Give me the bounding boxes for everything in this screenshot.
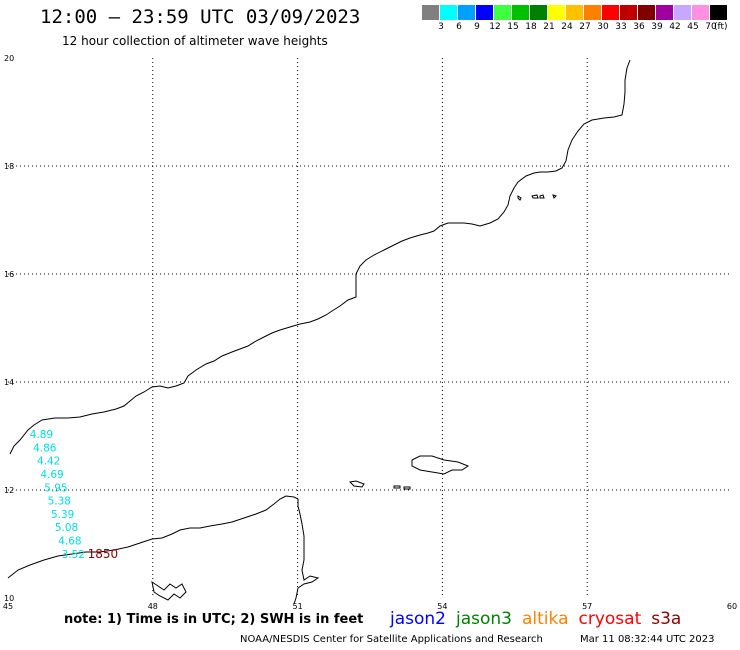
x-tick-label: 48 <box>148 602 158 611</box>
y-tick-label: 20 <box>4 54 14 63</box>
x-tick-label: 57 <box>582 602 592 611</box>
x-tick-label: 54 <box>437 602 447 611</box>
legend-label: 39 <box>651 22 663 32</box>
island <box>393 485 401 489</box>
legend-label: 33 <box>615 22 627 32</box>
legend-swatch <box>656 5 673 20</box>
island <box>517 195 522 201</box>
track-time-label: 1850 <box>88 547 119 561</box>
coastline <box>7 59 631 605</box>
coastline-somalia-east <box>293 597 297 605</box>
island <box>531 194 539 199</box>
credit-text: NOAA/NESDIS Center for Satellite Applica… <box>240 634 543 645</box>
x-tick-label: 51 <box>293 602 303 611</box>
swh-value: 4.42 <box>37 456 60 468</box>
swh-value: 4.86 <box>33 443 57 455</box>
coastline-arabia <box>9 59 631 455</box>
island <box>552 194 557 199</box>
legend-label: 42 <box>669 22 681 32</box>
satellite-name: s3a <box>651 609 682 629</box>
legend-label: 6 <box>456 22 462 32</box>
island-socotra <box>411 455 470 475</box>
legend-label: 30 <box>597 22 609 32</box>
island <box>539 194 545 199</box>
legend-swatch <box>566 5 583 20</box>
legend-label: 3 <box>438 22 444 32</box>
legend-label: 18 <box>525 22 537 32</box>
legend-label: 70 <box>705 22 717 32</box>
legend-label: 45 <box>687 22 699 32</box>
coastline-somalia <box>7 495 320 599</box>
swh-value: 5.39 <box>51 509 74 521</box>
island <box>348 480 365 488</box>
altimeter-observations: 4.89 4.864.424.69 5.955.385.395.08 4.683.52 <box>30 429 85 561</box>
island <box>403 486 411 490</box>
wave-height-legend: 3 6 9 12 15 18 21 24 27 30 33 36 39 42 45 70 (ft) <box>422 5 734 37</box>
legend-swatch <box>440 5 457 20</box>
legend-swatch <box>674 5 691 20</box>
legend-swatch <box>692 5 709 20</box>
legend-swatch <box>494 5 511 20</box>
footer-note: note: 1) Time is in UTC; 2) SWH is in fe… <box>64 612 364 627</box>
legend-swatch <box>458 5 475 20</box>
track-time: 1850 <box>88 547 119 561</box>
satellite-name: jason2 <box>390 609 446 629</box>
legend-swatch <box>584 5 601 20</box>
legend-label: 15 <box>507 22 519 32</box>
swh-value: 5.38 <box>48 496 71 508</box>
satellite-legend: jason2 jason3 altika cryosat s3a <box>390 609 691 629</box>
swh-value: 5.08 <box>55 522 78 534</box>
axis-ticks: 45 48 51 54 57 60 20 18 16 14 12 10 <box>3 54 737 611</box>
satellite-name: jason3 <box>456 609 512 629</box>
legend-swatch <box>710 5 727 20</box>
satellite-name: cryosat <box>578 609 642 629</box>
legend-label: 27 <box>579 22 591 32</box>
satellite-name: altika <box>522 609 569 629</box>
legend-unit: (ft) <box>714 22 728 32</box>
swh-value: 5.95 <box>44 483 67 495</box>
swh-value: 4.68 <box>58 536 81 548</box>
legend-swatch <box>512 5 529 20</box>
legend-label: 12 <box>489 22 501 32</box>
legend-swatch <box>620 5 637 20</box>
swh-value: 4.89 <box>30 429 53 441</box>
y-tick-label: 10 <box>4 594 14 603</box>
legend-label: 9 <box>474 22 480 32</box>
legend-label: 24 <box>561 22 573 32</box>
legend-swatch <box>476 5 493 20</box>
x-tick-label: 60 <box>727 602 737 611</box>
swh-value: 4.69 <box>40 469 63 481</box>
page-subtitle: 12 hour collection of altimeter wave hei… <box>62 34 328 48</box>
x-tick-label: 45 <box>3 602 13 611</box>
page-title: 12:00 — 23:59 UTC 03/09/2023 <box>40 6 361 28</box>
legend-swatch <box>422 5 439 20</box>
y-tick-label: 18 <box>4 162 14 171</box>
y-tick-label: 16 <box>4 270 14 279</box>
legend-swatch <box>548 5 565 20</box>
generated-timestamp: Mar 11 08:32:44 UTC 2023 <box>580 634 715 645</box>
legend-swatch <box>638 5 655 20</box>
legend-swatch <box>602 5 619 20</box>
swh-value: 3.52 <box>62 549 85 561</box>
y-tick-label: 12 <box>4 486 14 495</box>
legend-label: 36 <box>633 22 645 32</box>
y-tick-label: 14 <box>4 378 14 387</box>
legend-swatch <box>530 5 547 20</box>
map-grid <box>8 58 732 598</box>
coastline-detail <box>151 580 187 601</box>
legend-label: 21 <box>543 22 555 32</box>
